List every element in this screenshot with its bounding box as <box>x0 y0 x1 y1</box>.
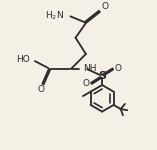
Text: O: O <box>115 64 122 73</box>
Text: O: O <box>83 79 90 88</box>
Text: S: S <box>98 71 106 81</box>
Text: O: O <box>101 2 108 11</box>
Text: HO: HO <box>16 55 30 64</box>
Text: NH: NH <box>83 64 96 73</box>
Text: H$_2$N: H$_2$N <box>45 9 64 22</box>
Text: O: O <box>37 85 44 94</box>
